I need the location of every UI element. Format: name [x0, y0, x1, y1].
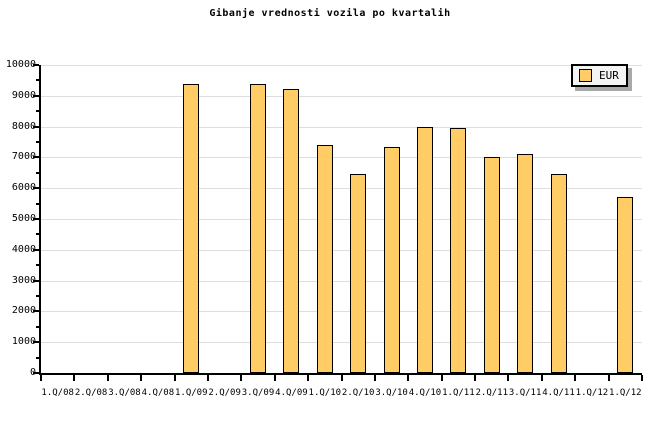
y-axis-tick — [33, 372, 39, 374]
y-axis-label: 1000 — [11, 336, 36, 348]
gridline — [41, 157, 642, 159]
y-axis-tick — [33, 156, 39, 159]
bar — [450, 128, 467, 373]
bar — [416, 127, 433, 373]
bar — [617, 197, 634, 373]
bar — [250, 84, 267, 373]
y-axis-label: 5000 — [11, 213, 36, 224]
y-axis-label: 6000 — [11, 182, 36, 194]
y-axis-minor-tick — [36, 202, 39, 205]
x-axis-tick — [474, 375, 477, 381]
y-axis-label: 4000 — [11, 243, 36, 255]
y-axis-tick — [33, 248, 39, 251]
y-axis-tick — [33, 125, 39, 128]
bar — [316, 145, 333, 373]
x-axis-tick — [373, 375, 376, 381]
x-axis-label: 2.Q/09 — [208, 388, 241, 398]
x-axis-label: 1.Q/12 — [609, 388, 642, 398]
x-axis-label: 1.Q/09 — [174, 388, 208, 398]
plot-area: 0 1000 2000 3000 4000 5000 6000 7000 8000 9000 100… — [6, 59, 643, 398]
y-axis-tick — [33, 94, 39, 97]
bar — [383, 147, 400, 373]
y-axis-tick — [33, 218, 39, 220]
y-axis-minor-tick — [36, 295, 39, 297]
x-axis-label: 1.Q/12 — [575, 388, 609, 398]
y-axis-label: 9000 — [11, 89, 36, 101]
gridline — [41, 126, 642, 128]
x-axis-tick — [40, 375, 42, 381]
x-axis-label: 4.Q/11 — [542, 388, 575, 398]
y-axis-minor-tick — [36, 171, 39, 174]
gridline — [41, 95, 642, 97]
bar — [350, 174, 367, 373]
x-axis-tick — [440, 375, 443, 381]
y-axis-minor-tick — [36, 141, 39, 143]
gridline — [41, 280, 642, 282]
gridline — [41, 311, 642, 313]
x-axis-tick — [540, 375, 543, 381]
legend-series-label: EUR — [599, 69, 619, 82]
x-axis-tick — [307, 375, 310, 381]
x-axis-tick — [173, 375, 176, 381]
bar — [550, 174, 567, 373]
chart-title: Gibanje vrednosti vozila po kvartalih — [209, 8, 451, 19]
y-axis-minor-tick — [36, 233, 39, 236]
x-axis-tick — [73, 375, 76, 381]
y-axis-label: 2000 — [11, 305, 36, 317]
y-axis-label: 8000 — [11, 120, 36, 132]
x-axis-tick — [340, 375, 343, 381]
x-axis-label: 4.Q/10 — [408, 388, 442, 398]
x-axis-label: 3.Q/11 — [508, 388, 542, 398]
x-axis-label: 1.Q/08 — [41, 388, 74, 398]
gridline — [41, 249, 642, 251]
x-axis-label: 2.Q/10 — [341, 388, 375, 398]
x-axis-tick — [507, 375, 510, 381]
y-axis-minor-tick — [36, 79, 39, 82]
x-axis-label: 3.Q/08 — [108, 388, 141, 398]
y-axis-minor-tick — [36, 356, 39, 359]
y-axis-tick — [33, 341, 39, 344]
y-axis-tick — [33, 310, 39, 313]
y-axis-label: 0 — [29, 367, 36, 378]
y-axis-label: 7000 — [11, 151, 36, 163]
x-axis-label: 2.Q/11 — [475, 388, 509, 398]
gridline — [41, 219, 642, 220]
y-axis-minor-tick — [36, 325, 39, 328]
x-axis-label: 3.Q/09 — [241, 388, 275, 398]
x-axis-tick — [407, 375, 410, 381]
x-axis-label: 1.Q/11 — [442, 388, 475, 398]
x-axis-label: 4.Q/09 — [275, 388, 308, 398]
gridline — [41, 65, 642, 66]
y-axis-label: 10000 — [5, 59, 36, 70]
x-axis-label: 4.Q/08 — [141, 388, 175, 398]
x-axis-label: 1.Q/10 — [308, 388, 342, 398]
x-axis-tick — [607, 375, 610, 381]
y-axis-label: 3000 — [11, 274, 36, 286]
x-axis-tick — [641, 375, 643, 381]
x-axis-tick — [140, 375, 143, 381]
x-axis-tick — [206, 375, 209, 381]
x-axis-tick — [273, 375, 276, 381]
gridline — [41, 342, 642, 344]
y-axis-tick — [33, 64, 39, 66]
x-axis-label: 3.Q/10 — [375, 388, 408, 398]
bar — [517, 154, 534, 373]
bar — [183, 84, 200, 373]
y-axis-tick — [33, 187, 39, 190]
legend-box: EUR — [571, 64, 628, 87]
y-axis-tick — [33, 279, 39, 282]
x-axis-label: 2.Q/08 — [74, 388, 108, 398]
legend-color-swatch-icon — [579, 69, 592, 82]
bar — [283, 89, 300, 373]
x-axis-tick — [240, 375, 243, 381]
y-axis-minor-tick — [36, 110, 39, 113]
y-axis-minor-tick — [36, 264, 39, 267]
gridline — [41, 188, 642, 190]
bar — [483, 157, 500, 373]
x-axis-tick — [574, 375, 577, 381]
x-axis-tick — [106, 375, 109, 381]
